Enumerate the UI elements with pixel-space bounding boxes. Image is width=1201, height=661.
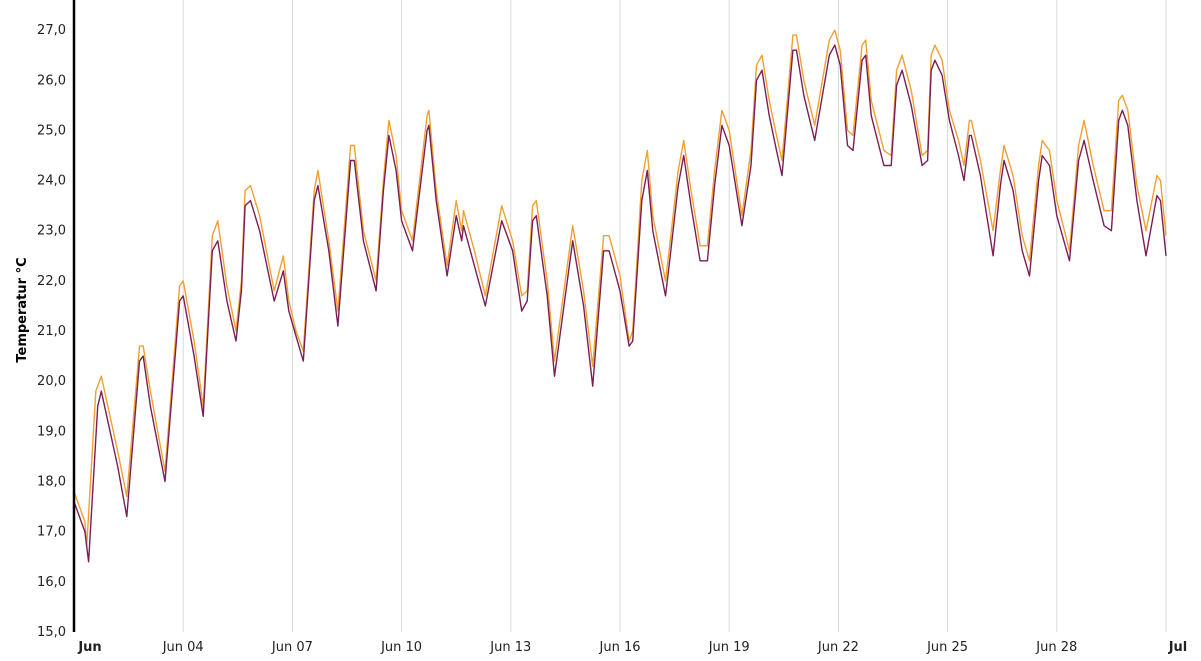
y-tick-label: 25,0 xyxy=(37,123,66,138)
y-tick-label: 18,0 xyxy=(37,475,66,490)
y-tick-label: 21,0 xyxy=(37,324,66,339)
x-tick-label: Jun 04 xyxy=(162,640,204,655)
x-tick-label: Jun 13 xyxy=(489,640,531,655)
x-tick-label: Jun 22 xyxy=(817,640,859,655)
x-tick-label: Jun 25 xyxy=(926,640,968,655)
y-tick-label: 16,0 xyxy=(37,575,66,590)
y-axis-ticks: 15,0 16,0 17,0 18,0 19,0 20,0 21,0 22,0 23,0 24,0… xyxy=(37,23,66,640)
x-tick-label: Jun 28 xyxy=(1035,640,1077,655)
y-tick-label: 24,0 xyxy=(37,174,66,189)
y-tick-label: 19,0 xyxy=(37,424,66,439)
x-tick-label: Jun 10 xyxy=(380,640,422,655)
y-tick-label: 26,0 xyxy=(37,73,66,88)
x-tick-label: Jun xyxy=(77,640,101,655)
series-line-1 xyxy=(73,29,1167,548)
x-tick-label: Jun 07 xyxy=(271,640,313,655)
x-axis-ticks: Jun Jun 04 Jun 07 Jun 10 Jun 13 Jun 16 Jun 19 J… xyxy=(77,640,1187,655)
y-tick-label: 17,0 xyxy=(37,525,66,540)
series-lines xyxy=(73,29,1167,563)
x-tick-label: Jun 16 xyxy=(599,640,641,655)
x-tick-label: Jul xyxy=(1168,640,1188,655)
grid-lines xyxy=(182,0,1167,632)
y-tick-label: 15,0 xyxy=(37,625,66,640)
y-tick-label: 20,0 xyxy=(37,374,66,389)
y-tick-label: 22,0 xyxy=(37,274,66,289)
y-tick-label: 23,0 xyxy=(37,224,66,239)
series-line-2 xyxy=(73,44,1167,563)
x-tick-label: Jun 19 xyxy=(708,640,750,655)
y-axis-label: Temperatur °C xyxy=(15,257,30,362)
y-tick-label: 27,0 xyxy=(37,23,66,38)
